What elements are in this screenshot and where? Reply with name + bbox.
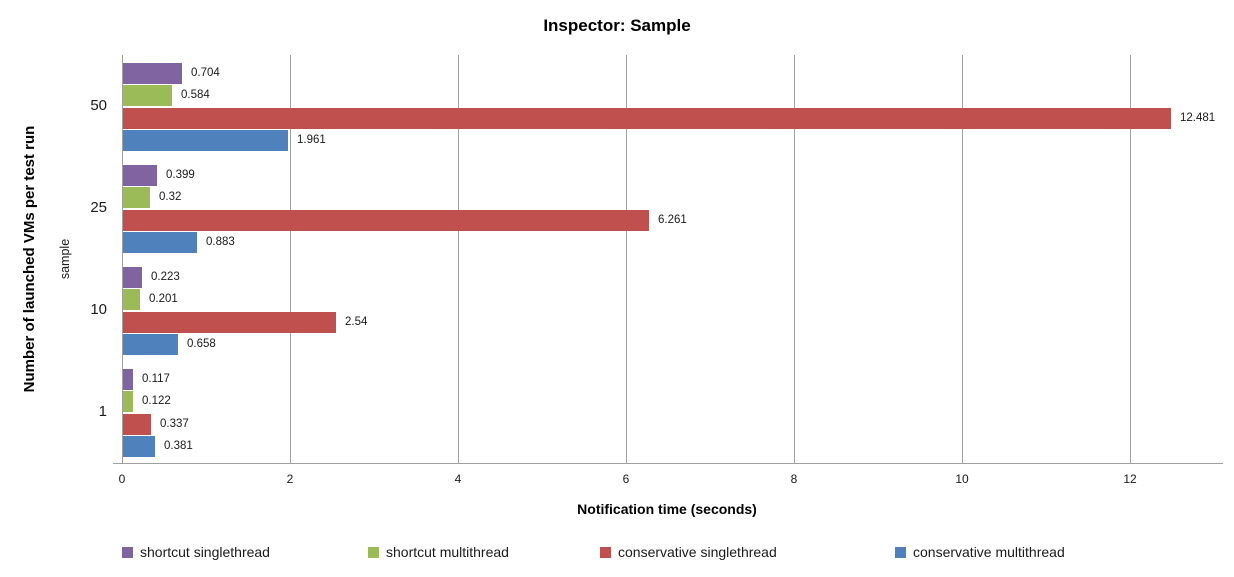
legend-item-shortcut-multithread: shortcut multithread	[368, 541, 509, 563]
plot-area: 0.704 0.584 12.481 1.961 0.399 0.32 6.261 0.883…	[0, 55, 1234, 464]
value-label-shortcut-singlethread-1: 0.117	[142, 372, 170, 385]
value-label-conservative-singlethread-10: 2.54	[345, 315, 368, 328]
value-label-conservative-singlethread-25: 6.261	[658, 213, 687, 226]
bar-shortcut-singlethread-1	[123, 368, 133, 390]
value-label-conservative-multithread-25: 0.883	[206, 236, 235, 248]
legend-label-conservative-multithread: conservative multithread	[913, 544, 1065, 560]
gridline-x-4	[458, 55, 459, 463]
bar-shortcut-multithread-25	[123, 187, 150, 208]
y-category-label-1: 1	[98, 403, 107, 420]
legend-label-shortcut-singlethread: shortcut singlethread	[140, 544, 270, 560]
gridline-x-2	[290, 55, 291, 463]
chart-title: Inspector: Sample	[543, 16, 691, 35]
value-label-conservative-singlethread-1: 0.337	[160, 417, 189, 430]
x-tick-label-6: 6	[622, 472, 630, 486]
y-category-label-50: 50	[90, 97, 107, 114]
x-tick-label-0: 0	[118, 472, 126, 486]
legend-swatch-shortcut-multithread	[368, 546, 379, 558]
bar-conservative-singlethread-1	[123, 413, 151, 435]
x-axis-title: Notification time (seconds)	[577, 501, 757, 517]
legend: shortcut singlethread shortcut multithrea…	[0, 541, 1234, 565]
value-label-conservative-singlethread-50: 12.481	[1180, 111, 1216, 124]
value-label-conservative-multithread-10: 0.658	[187, 338, 216, 350]
value-label-shortcut-multithread-25: 0.32	[159, 191, 182, 203]
gridline-x-6	[626, 55, 627, 463]
legend-label-shortcut-multithread: shortcut multithread	[386, 544, 509, 560]
value-label-conservative-multithread-50: 1.961	[297, 134, 326, 146]
bar-conservative-singlethread-10	[123, 311, 336, 333]
legend-item-shortcut-singlethread: shortcut singlethread	[122, 541, 270, 563]
legend-item-conservative-singlethread: conservative singlethread	[600, 541, 777, 563]
legend-swatch-conservative-multithread	[895, 546, 906, 558]
value-label-conservative-multithread-1: 0.381	[164, 440, 193, 452]
y-category-label-10: 10	[90, 301, 107, 318]
bar-shortcut-multithread-50	[123, 85, 172, 106]
bar-conservative-multithread-10	[123, 334, 178, 355]
y-category-label-25: 25	[90, 199, 107, 216]
x-tick-label-2: 2	[286, 472, 294, 486]
bar-shortcut-singlethread-50	[123, 62, 182, 84]
x-tick-label-8: 8	[790, 472, 798, 486]
x-tick-label-4: 4	[454, 472, 462, 486]
bar-conservative-multithread-50	[123, 130, 288, 151]
bar-shortcut-multithread-1	[123, 391, 133, 412]
gridline-x-10	[962, 55, 963, 463]
legend-swatch-conservative-singlethread	[600, 546, 611, 558]
value-label-shortcut-multithread-1: 0.122	[142, 395, 171, 407]
x-tick-label-10: 10	[955, 472, 969, 486]
value-label-shortcut-singlethread-25: 0.399	[166, 168, 195, 181]
bar-conservative-multithread-25	[123, 232, 197, 253]
bar-conservative-multithread-1	[123, 436, 155, 457]
value-label-shortcut-multithread-10: 0.201	[149, 293, 178, 305]
x-tick-label-12: 12	[1123, 472, 1137, 486]
bar-conservative-singlethread-25	[123, 209, 649, 231]
gridline-x-0	[122, 55, 123, 463]
gridline-x-12	[1130, 55, 1131, 463]
bar-conservative-singlethread-50	[123, 107, 1171, 129]
gridline-x-8	[794, 55, 795, 463]
bar-shortcut-multithread-10	[123, 289, 140, 310]
value-label-shortcut-singlethread-50: 0.704	[191, 66, 220, 79]
bar-shortcut-singlethread-25	[123, 164, 157, 186]
x-axis-line	[113, 463, 1223, 464]
value-label-shortcut-singlethread-10: 0.223	[151, 270, 180, 283]
legend-label-conservative-singlethread: conservative singlethread	[618, 544, 777, 560]
bar-shortcut-singlethread-10	[123, 266, 142, 288]
legend-item-conservative-multithread: conservative multithread	[895, 541, 1065, 563]
legend-swatch-shortcut-singlethread	[122, 546, 133, 558]
value-label-shortcut-multithread-50: 0.584	[181, 89, 210, 101]
